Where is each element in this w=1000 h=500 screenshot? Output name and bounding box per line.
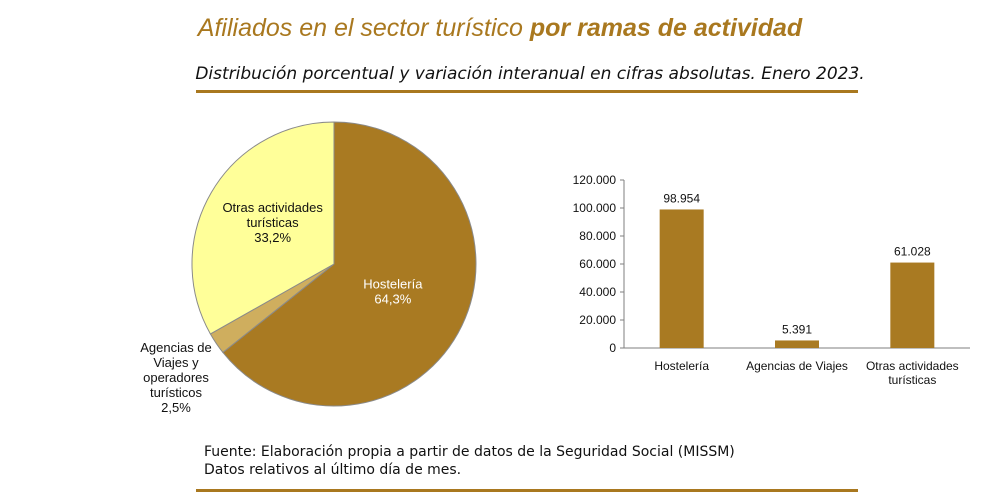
bar-value-label: 61.028 [894, 245, 931, 259]
x-category-label-line: Hostelería [654, 359, 709, 373]
y-tick-label: 40.000 [579, 285, 616, 299]
bar-hosteleria [659, 209, 704, 348]
pie-label-otras-line: turísticas [247, 215, 300, 230]
y-tick-label: 120.000 [573, 173, 617, 187]
x-category-label: Agencias de Viajes [746, 359, 848, 373]
pie-slice-hosteleria [222, 121, 477, 407]
top-divider [196, 90, 858, 93]
pie-label-agencias-line: Viajes y [153, 355, 199, 370]
bar-value-label: 5.391 [782, 322, 812, 336]
pie-label-agencias: Agencias de Viajes y operadores turísticos 2… [140, 340, 212, 415]
pie-label-otras: Otras actividades turísticas 33,2% [222, 200, 323, 245]
pie-chart: Hostelería 64,3%Otras actividades turístic… [140, 121, 477, 415]
chart-subtitle: Distribución porcentual y variación inte… [195, 64, 865, 84]
title-regular: Afiliados en el sector turístico [197, 14, 530, 42]
pie-label-otras-line: Otras actividades [222, 200, 323, 215]
y-tick-label: 60.000 [579, 257, 616, 271]
x-category-label: Otras actividades turísticas [866, 359, 959, 387]
bottom-divider [196, 489, 858, 492]
pie-label-agencias-line: turísticos [150, 385, 203, 400]
title-bold: por ramas de actividad [529, 14, 803, 42]
x-category-label-line: Agencias de Viajes [746, 359, 848, 373]
y-tick-label: 20.000 [579, 313, 616, 327]
bar-agencias [775, 340, 819, 348]
x-category-label: Hostelería [654, 359, 709, 373]
y-tick-label: 0 [609, 341, 616, 355]
y-tick-label: 100.000 [573, 201, 617, 215]
pie-label-hosteleria-line: 64,3% [374, 291, 411, 306]
y-tick-label: 80.000 [579, 229, 616, 243]
pie-slice-otras [191, 121, 335, 335]
pie-label-hosteleria-line: Hostelería [363, 276, 423, 291]
x-category-label-line: Otras actividades [866, 359, 959, 373]
pie-label-agencias-line: 2,5% [161, 400, 191, 415]
x-category-label-line: turísticas [888, 373, 936, 387]
bar-chart: 0 20.000 40.000 60.000 80.000 100.000 120.000 9… [573, 173, 970, 387]
chart-title: Afiliados en el sector turístico por ram… [0, 14, 1000, 48]
pie-label-agencias-line: operadores [143, 370, 209, 385]
pie-label-agencias-line: Agencias de [140, 340, 212, 355]
source-line: Fuente: Elaboración propia a partir de d… [204, 444, 735, 460]
bar-value-label: 98.954 [663, 191, 700, 205]
bar-otras [890, 262, 935, 348]
source-note: Fuente: Elaboración propia a partir de d… [204, 443, 804, 479]
data-note-line: Datos relativos al último día de mes. [204, 462, 462, 478]
pie-label-otras-line: 33,2% [254, 230, 291, 245]
pie-label-hosteleria: Hostelería 64,3% [363, 276, 423, 306]
